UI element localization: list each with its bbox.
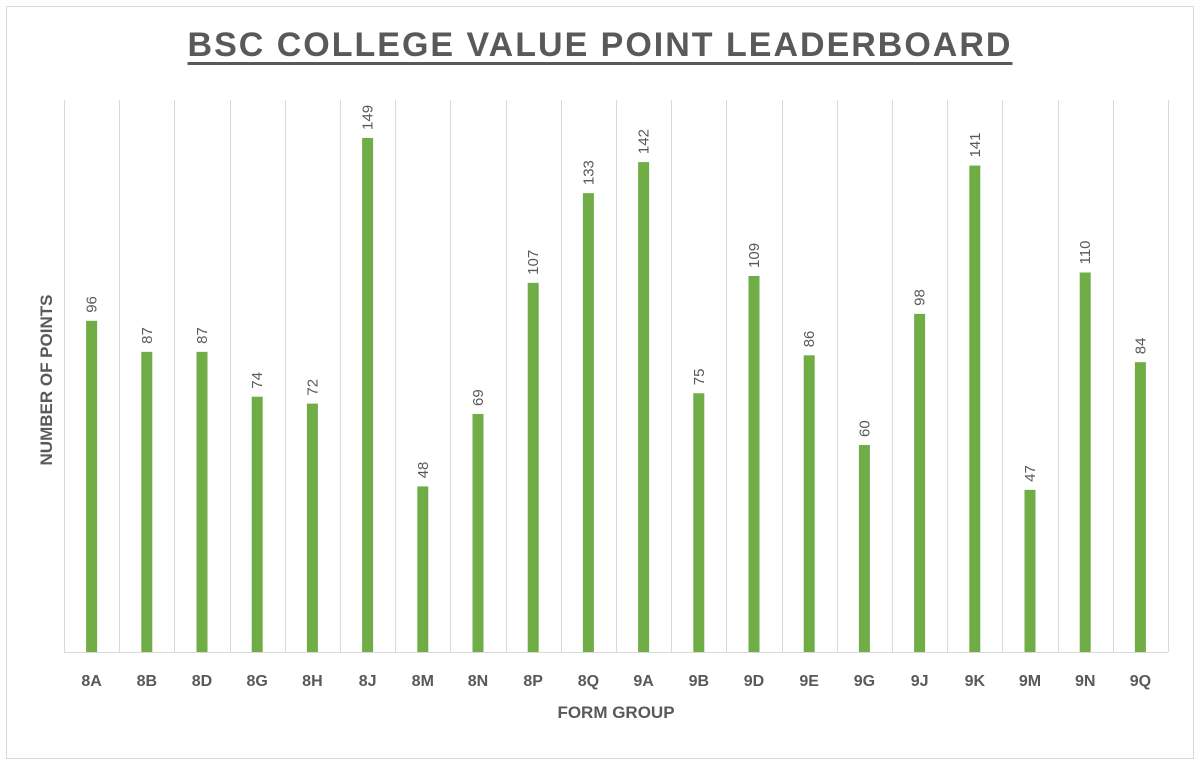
tick-label-8h: 8H [302,673,322,690]
tick-label-9n: 9N [1075,673,1095,690]
data-label-8q: 133 [580,160,597,185]
data-label-8d: 87 [194,327,211,344]
tick-label-9d: 9D [744,673,764,690]
tick-label-8p: 8P [523,673,543,690]
x-axis-title: FORM GROUP [557,703,675,722]
bar-9q[interactable] [1134,362,1146,652]
bar-9k[interactable] [969,165,981,653]
gridlines [64,100,1169,652]
data-label-9j: 98 [912,289,929,306]
bar-8d[interactable] [196,351,208,652]
tick-label-9g: 9G [854,673,875,690]
data-label-9d: 109 [746,243,763,268]
data-label-9q: 84 [1132,338,1149,355]
tick-label-9e: 9E [799,673,819,690]
bar-9e[interactable] [803,355,815,652]
data-label-8m: 48 [415,462,432,479]
tick-label-9m: 9M [1019,673,1041,690]
bar-8n[interactable] [472,413,484,652]
bar-9b[interactable] [693,393,705,652]
bar-8p[interactable] [527,282,539,652]
data-label-8g: 74 [249,372,266,389]
tick-label-9q: 9Q [1130,673,1151,690]
tick-label-8a: 8A [81,673,102,690]
tick-label-9b: 9B [689,673,709,690]
bar-8j[interactable] [362,137,374,652]
data-label-9m: 47 [1022,465,1039,482]
bar-series [86,137,1146,653]
tick-label-9a: 9A [633,673,654,690]
bar-8q[interactable] [582,193,594,652]
tick-label-8m: 8M [412,673,434,690]
data-label-9e: 86 [801,331,818,348]
bar-9n[interactable] [1079,272,1091,653]
bar-9m[interactable] [1024,489,1036,652]
data-label-9n: 110 [1077,241,1094,265]
tick-label-8g: 8G [247,673,268,690]
data-labels: 96 87 87 74 72 149 48 69 107 133 142 75 109 86 60 98 141… [84,105,1150,482]
tick-label-8b: 8B [137,673,157,690]
bar-8b[interactable] [141,351,153,652]
bar-9d[interactable] [748,275,760,652]
bar-8a[interactable] [86,320,98,652]
data-label-8p: 107 [525,250,542,275]
data-label-9g: 60 [856,420,873,437]
tick-label-8d: 8D [192,673,212,690]
data-label-9k: 141 [967,133,984,158]
tick-label-8n: 8N [468,673,488,690]
data-label-9b: 75 [691,369,708,386]
tick-label-9j: 9J [911,673,929,690]
bar-8g[interactable] [251,396,263,652]
bar-8m[interactable] [417,486,429,652]
data-label-8n: 69 [470,389,487,406]
bar-9j[interactable] [914,313,926,652]
bar-9a[interactable] [638,162,650,652]
data-label-9a: 142 [636,129,653,154]
chart-title: BSC COLLEGE VALUE POINT LEADERBOARD [187,26,1013,64]
tick-label-8j: 8J [359,673,377,690]
bar-8h[interactable] [306,403,318,652]
data-label-8a: 96 [84,296,101,313]
data-label-8b: 87 [139,327,156,344]
tick-label-9k: 9K [965,673,986,690]
tick-label-8q: 8Q [578,673,599,690]
x-axis: 8A 8B 8D 8G 8H 8J 8M 8N 8P 8Q 9A 9B 9D 9E 9G 9J 9K 9M 9N 9Q [64,652,1168,690]
data-label-8j: 149 [360,105,377,130]
bar-9g[interactable] [858,445,870,652]
data-label-8h: 72 [304,379,321,396]
